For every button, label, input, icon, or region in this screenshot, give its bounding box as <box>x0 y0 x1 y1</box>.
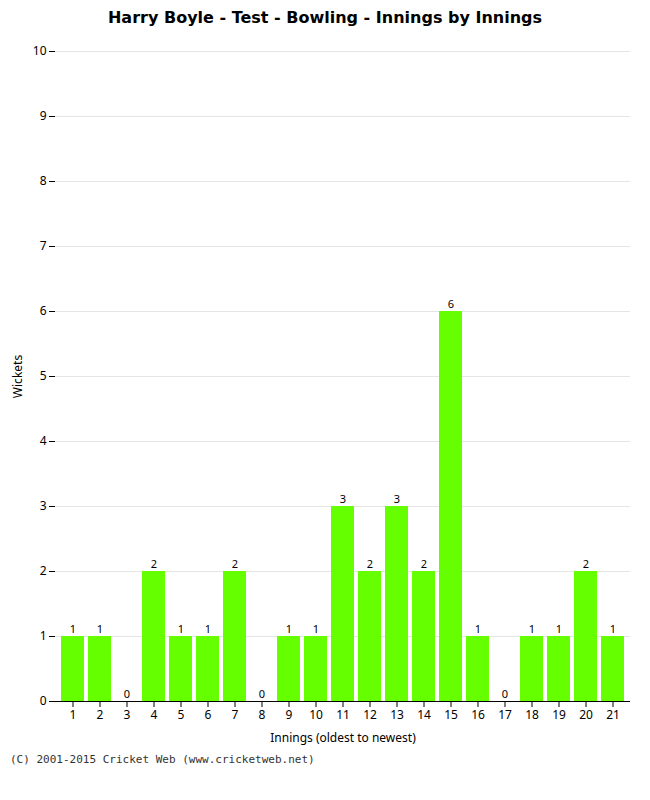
svg-text:1: 1 <box>286 621 292 636</box>
svg-text:9: 9 <box>40 107 47 124</box>
svg-text:3: 3 <box>40 497 47 514</box>
svg-text:2: 2 <box>151 556 157 571</box>
svg-text:1: 1 <box>70 706 77 723</box>
svg-text:13: 13 <box>390 706 404 723</box>
svg-text:19: 19 <box>552 706 566 723</box>
svg-text:12: 12 <box>363 706 377 723</box>
svg-text:0: 0 <box>259 686 265 701</box>
svg-text:5: 5 <box>178 706 185 723</box>
svg-text:7: 7 <box>232 706 239 723</box>
svg-text:7: 7 <box>40 237 47 254</box>
svg-text:1: 1 <box>40 627 47 644</box>
svg-text:Innings (oldest to newest): Innings (oldest to newest) <box>270 729 416 746</box>
svg-text:5: 5 <box>40 367 47 384</box>
svg-text:4: 4 <box>40 432 47 449</box>
svg-text:0: 0 <box>40 692 47 709</box>
svg-text:3: 3 <box>340 491 346 506</box>
svg-text:0: 0 <box>502 686 508 701</box>
svg-text:6: 6 <box>205 706 212 723</box>
svg-text:0: 0 <box>124 686 130 701</box>
svg-text:1: 1 <box>556 621 562 636</box>
svg-text:3: 3 <box>124 706 131 723</box>
svg-text:1: 1 <box>70 621 76 636</box>
svg-text:2: 2 <box>421 556 427 571</box>
svg-text:21: 21 <box>606 706 620 723</box>
svg-text:1: 1 <box>97 621 103 636</box>
svg-text:2: 2 <box>97 706 104 723</box>
svg-text:2: 2 <box>232 556 238 571</box>
svg-text:1: 1 <box>610 621 616 636</box>
svg-text:6: 6 <box>448 296 454 311</box>
svg-text:18: 18 <box>525 706 539 723</box>
svg-text:8: 8 <box>40 172 47 189</box>
svg-text:17: 17 <box>498 706 512 723</box>
svg-text:2: 2 <box>583 556 589 571</box>
svg-text:1: 1 <box>313 621 319 636</box>
svg-text:3: 3 <box>394 491 400 506</box>
svg-text:6: 6 <box>40 302 47 319</box>
svg-text:9: 9 <box>286 706 293 723</box>
svg-text:1: 1 <box>529 621 535 636</box>
html-text:Harry Boyle - Test - Bowling -: Harry Boyle - Test - Bowling - Innings b… <box>108 8 542 27</box>
svg-text:4: 4 <box>151 706 158 723</box>
svg-text:1: 1 <box>178 621 184 636</box>
svg-text:10: 10 <box>309 706 323 723</box>
svg-text:2: 2 <box>367 556 373 571</box>
svg-text:14: 14 <box>417 706 431 723</box>
svg-text:8: 8 <box>259 706 266 723</box>
svg-text:1: 1 <box>475 621 481 636</box>
svg-text:20: 20 <box>579 706 593 723</box>
svg-text:10: 10 <box>33 42 47 59</box>
svg-text:Wickets: Wickets <box>9 355 26 399</box>
svg-text:16: 16 <box>471 706 485 723</box>
svg-text:11: 11 <box>336 706 350 723</box>
svg-text:2: 2 <box>40 562 47 579</box>
svg-text:15: 15 <box>444 706 458 723</box>
html-text:(C) 2001-2015 Cricket Web (www: (C) 2001-2015 Cricket Web (www.cricketwe… <box>10 753 315 766</box>
svg-text:1: 1 <box>205 621 211 636</box>
